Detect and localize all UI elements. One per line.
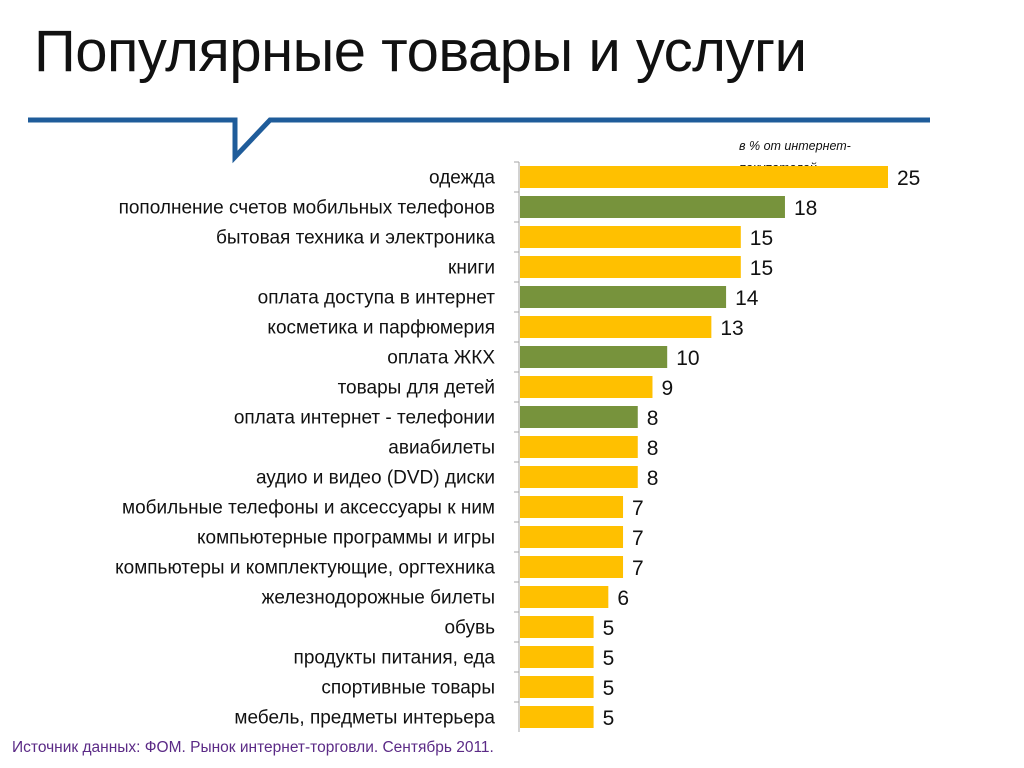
category-label: одежда <box>429 168 495 189</box>
category-label: аудио и видео (DVD) диски <box>256 468 495 489</box>
data-label: 8 <box>647 467 659 490</box>
category-label: компьютерные программы и игры <box>197 528 495 549</box>
data-label: 10 <box>676 347 699 370</box>
bar <box>520 256 741 278</box>
data-label: 13 <box>720 317 743 340</box>
bar <box>520 406 638 428</box>
bar <box>520 466 638 488</box>
category-label: товары для детей <box>338 378 495 399</box>
category-label: косметика и парфюмерия <box>267 318 495 339</box>
source-note: Источник данных: ФОМ. Рынок интернет-тор… <box>12 739 494 756</box>
category-label: мебель, предметы интерьера <box>234 708 495 729</box>
data-label: 7 <box>632 497 644 520</box>
callout-line-left <box>28 117 930 164</box>
category-label: оплата интернет - телефонии <box>234 408 495 429</box>
bar <box>520 556 624 578</box>
category-label: пополнение счетов мобильных телефонов <box>119 198 495 219</box>
bar <box>520 616 594 638</box>
category-label: книги <box>448 258 495 279</box>
data-label: 5 <box>603 647 615 670</box>
data-label: 9 <box>661 377 673 400</box>
data-label: 7 <box>632 527 644 550</box>
bar <box>520 226 741 248</box>
category-label: продукты питания, еда <box>294 648 496 669</box>
category-label: железнодорожные билеты <box>262 588 495 609</box>
bar <box>520 676 594 698</box>
data-label: 5 <box>603 677 615 700</box>
data-label: 8 <box>647 437 659 460</box>
bar <box>520 646 594 668</box>
bar <box>520 286 727 308</box>
data-label: 8 <box>647 407 659 430</box>
bar <box>520 436 638 458</box>
bar <box>520 166 888 188</box>
bar-chart: одежда 25 пополнение счетов мобильных теле… <box>115 161 920 732</box>
data-label: 7 <box>632 557 644 580</box>
data-label: 15 <box>750 257 773 280</box>
category-label: бытовая техника и электроника <box>216 228 495 249</box>
category-label: компьютеры и комплектующие, оргтехника <box>115 558 495 579</box>
bar <box>520 346 668 368</box>
bar <box>520 376 653 398</box>
data-label: 5 <box>603 707 615 730</box>
category-label: обувь <box>444 618 495 639</box>
bar <box>520 496 624 518</box>
category-label: оплата ЖКХ <box>387 348 495 369</box>
category-label: оплата доступа в интернет <box>258 288 496 309</box>
category-label: мобильные телефоны и аксессуары к ним <box>122 498 495 519</box>
data-label: 25 <box>897 167 920 190</box>
page-title: Популярные товары и услуги <box>34 19 807 84</box>
category-label: спортивные товары <box>321 678 495 699</box>
data-label: 14 <box>735 287 759 310</box>
title-callout-line <box>28 117 930 164</box>
bar <box>520 196 785 218</box>
category-label: авиабилеты <box>388 438 495 459</box>
data-label: 18 <box>794 197 817 220</box>
data-label: 6 <box>617 587 629 610</box>
data-label: 15 <box>750 227 773 250</box>
bar <box>520 586 609 608</box>
data-label: 5 <box>603 617 615 640</box>
bar <box>520 526 624 548</box>
bar <box>520 706 594 728</box>
bar <box>520 316 712 338</box>
